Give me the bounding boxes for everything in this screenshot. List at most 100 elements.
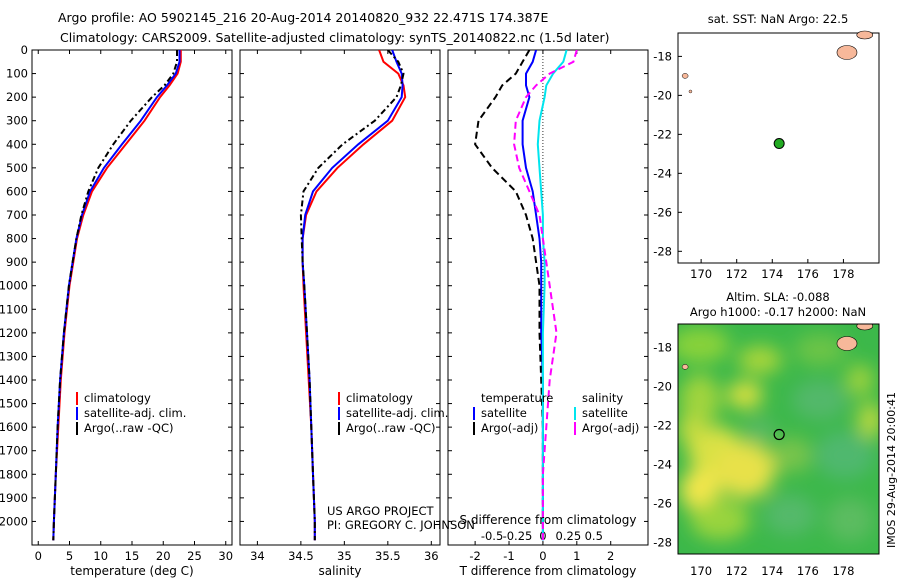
difference-panel-frame — [447, 49, 649, 546]
y-tick-label: 1100 — [0, 302, 28, 316]
island-viti-levu — [836, 336, 858, 351]
y-tick-label: 800 — [6, 232, 28, 246]
legend-label-sal-satellite: satellite — [582, 406, 628, 420]
map2-y-tick-label: -26 — [653, 496, 672, 510]
sla-patch — [744, 418, 776, 442]
x-tick-label: 2 — [607, 549, 614, 563]
map2-frame — [677, 323, 880, 555]
x-tick-label: 34 — [250, 549, 265, 563]
series-line-satellite-adj-clim- — [52, 50, 181, 541]
x-tick-label: 20 — [156, 549, 171, 563]
map2-title-2: Argo h1000: -0.17 h2000: NaN — [690, 305, 866, 319]
map2-content — [678, 324, 879, 542]
sla-patch — [858, 402, 879, 438]
legend-label-climatology: climatology — [346, 391, 413, 405]
project-annotation: US ARGO PROJECT — [327, 504, 435, 518]
difference-axes: -2 -1 0 1 2-0.5 -0.25 0 0.25 0.5 — [448, 49, 648, 563]
temperature-panel-frame — [31, 49, 233, 546]
y-tick-label: 600 — [6, 184, 28, 198]
map1-y-tick-label: -18 — [653, 49, 672, 63]
x-tick-label: 35 — [337, 549, 352, 563]
map1-x-tick-label: 172 — [726, 267, 748, 281]
salinity-xlabel: salinity — [318, 564, 361, 578]
y-tick-label: 1900 — [0, 491, 28, 505]
y-tick-label: 1200 — [0, 326, 28, 340]
sla-patch — [678, 416, 702, 444]
map2-x-tick-label: 172 — [726, 564, 748, 578]
x-tick-label: 34.5 — [288, 549, 314, 563]
island-vanua-levu — [856, 324, 874, 331]
map2-x-tick-label: 176 — [797, 564, 819, 578]
legend-label-argo: Argo(..raw -QC) — [346, 421, 436, 435]
difference-series — [474, 50, 578, 541]
y-tick-label: 1000 — [0, 279, 28, 293]
sla-patch — [792, 380, 848, 420]
y-tick-label: 700 — [6, 208, 28, 222]
x-tick-label: 1 — [573, 549, 580, 563]
y-tick-label: 2000 — [0, 514, 28, 528]
y-tick-label: 0 — [21, 43, 28, 57]
map2-y-tick-label: -20 — [653, 379, 672, 393]
sla-patch — [815, 431, 875, 479]
y-tick-label: 1600 — [0, 420, 28, 434]
x-tick-label: -1 — [503, 549, 514, 563]
map1-title: sat. SST: NaN Argo: 22.5 — [708, 12, 849, 26]
map1-x-tick-label: 170 — [690, 267, 712, 281]
difference-legend: temperature satellite Argo(-adj) salinit… — [473, 391, 639, 435]
map1-y-tick-label: -26 — [653, 205, 672, 219]
map2-y-tick-label: -28 — [653, 535, 672, 549]
x-tick-label: 25 — [187, 549, 202, 563]
x-tick-label-secondary: -0.5 — [481, 529, 503, 543]
y-tick-label: 1700 — [0, 444, 28, 458]
y-tick-label: 1800 — [0, 467, 28, 481]
difference-xlabel: T difference from climatology — [459, 564, 637, 578]
series-line-temperature-argo-adj- — [474, 50, 544, 541]
sla-patch — [794, 334, 846, 366]
island-viti-levu — [836, 45, 858, 60]
map2-side-label: IMOS 29-Aug-2014 20:00:41 — [885, 392, 898, 548]
legend-label-temp-argo: Argo(-adj) — [481, 421, 538, 435]
series-line-climatology — [52, 50, 182, 541]
temperature-axes: 0100200300400500600700800900100011001200… — [0, 43, 854, 578]
map2-y-tick-label: -18 — [653, 340, 672, 354]
map1-x-tick-label: 174 — [761, 267, 783, 281]
y-tick-label: 300 — [6, 114, 28, 128]
y-tick-label: 1500 — [0, 397, 28, 411]
argo-float-marker — [773, 138, 785, 150]
sla-patch — [738, 346, 782, 374]
sla-patch — [846, 364, 874, 396]
x-tick-label: -2 — [469, 549, 480, 563]
x-tick-label: 36 — [424, 549, 439, 563]
legend-label-satellite: satellite-adj. clim. — [346, 406, 448, 420]
map2-x-tick-label: 174 — [761, 564, 783, 578]
temperature-legend: climatology satellite-adj. clim. Argo(..… — [76, 391, 186, 435]
header-line-2: Climatology: CARS2009. Satellite-adjuste… — [60, 30, 610, 45]
map1-x-tick-label: 178 — [832, 267, 854, 281]
map2-title-1: Altim. SLA: -0.088 — [726, 290, 830, 304]
map2-x-tick-label: 178 — [832, 564, 854, 578]
temperature-xlabel: temperature (deg C) — [70, 564, 193, 578]
x-tick-label: 35.5 — [375, 549, 401, 563]
salinity-panel-frame — [239, 49, 441, 546]
y-tick-label: 100 — [6, 67, 28, 81]
x-tick-label: 15 — [125, 549, 140, 563]
legend-label-satellite: satellite-adj. clim. — [84, 406, 186, 420]
island-west — [681, 364, 689, 370]
map1-y-tick-label: -24 — [653, 166, 672, 180]
legend-label-temp-satellite: satellite — [481, 406, 527, 420]
map2-y-tick-label: -24 — [653, 457, 672, 471]
map2-x-tick-label: 170 — [690, 564, 712, 578]
x-tick-label: 0 — [35, 549, 42, 563]
sla-field — [678, 327, 879, 542]
island-small — [688, 89, 693, 94]
salinity-axes: 34 34.5 35 35.5 36 — [240, 49, 440, 563]
series-line-salinity-satellite — [536, 50, 568, 541]
sla-patch — [727, 381, 763, 409]
series-line-salinity-argo-adj- — [513, 50, 578, 541]
x-tick-label-secondary: 0.5 — [585, 529, 603, 543]
argo-float-marker — [773, 428, 785, 441]
difference-xlabel-secondary: S difference from climatology — [460, 513, 637, 527]
legend-label-climatology: climatology — [84, 391, 151, 405]
salinity-legend: climatology satellite-adj. clim. Argo(..… — [338, 391, 448, 435]
map1-y-tick-label: -22 — [653, 127, 672, 141]
